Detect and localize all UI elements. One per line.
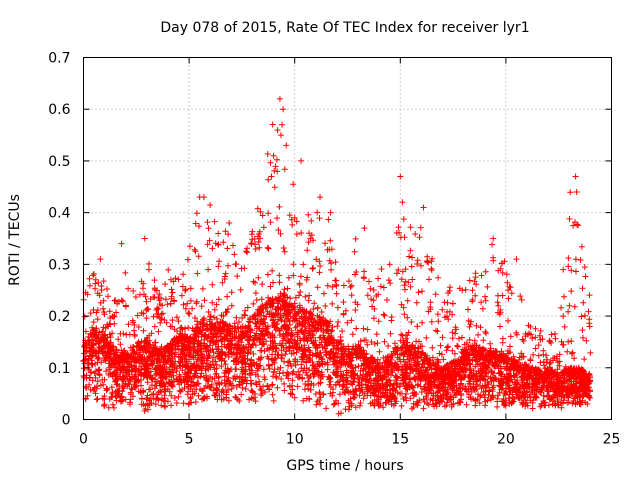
outlier-point bbox=[397, 173, 404, 180]
y-tick-label: 0 bbox=[62, 413, 71, 429]
outlier-point bbox=[277, 132, 284, 139]
outlier-point bbox=[270, 152, 277, 159]
y-tick-label: 0.7 bbox=[48, 51, 70, 67]
data-points bbox=[80, 95, 594, 417]
outlier-point bbox=[141, 235, 148, 242]
y-tick-label: 0.2 bbox=[48, 309, 70, 325]
grid-lines bbox=[83, 57, 612, 420]
outlier-point bbox=[97, 256, 104, 263]
y-tick-label: 0.4 bbox=[48, 206, 70, 222]
outlier-point bbox=[317, 194, 324, 201]
x-tick-labels: 0 5 10 15 20 25 bbox=[79, 432, 620, 448]
outlier-point bbox=[276, 95, 283, 102]
outlier-point bbox=[280, 106, 287, 113]
y-tick-label: 0.6 bbox=[48, 102, 70, 118]
outlier-point bbox=[200, 194, 207, 201]
outlier-point bbox=[268, 173, 275, 180]
outlier-point bbox=[572, 173, 579, 180]
y-axis-label: ROTI / TECUs bbox=[7, 194, 23, 286]
y-tick-label: 0.3 bbox=[48, 257, 70, 273]
x-tick-label: 25 bbox=[603, 432, 621, 448]
outlier-point bbox=[298, 157, 305, 164]
outlier-point bbox=[513, 256, 520, 263]
plot-frame bbox=[83, 57, 612, 420]
outlier-point bbox=[420, 204, 427, 211]
outlier-point bbox=[283, 142, 290, 149]
outlier-point bbox=[226, 219, 233, 226]
outlier-point bbox=[279, 121, 286, 128]
x-tick-label: 15 bbox=[391, 432, 409, 448]
x-tick-label: 10 bbox=[286, 432, 304, 448]
x-tick-label: 0 bbox=[79, 432, 88, 448]
outlier-point bbox=[386, 261, 393, 268]
outlier-point bbox=[291, 214, 298, 221]
y-tick-label: 0.5 bbox=[48, 154, 70, 170]
y-tick-labels: 0 0.1 0.2 0.3 0.4 0.5 0.6 0.7 bbox=[48, 51, 70, 429]
x-tick-label: 20 bbox=[497, 432, 515, 448]
y-tick-label: 0.1 bbox=[48, 361, 70, 377]
x-axis-label: GPS time / hours bbox=[286, 458, 403, 474]
outlier-point bbox=[573, 188, 580, 195]
scatter-points bbox=[80, 121, 594, 417]
x-tick-label: 5 bbox=[185, 432, 194, 448]
outlier-point bbox=[399, 199, 406, 206]
outlier-point bbox=[327, 209, 334, 216]
outlier-point bbox=[118, 240, 125, 247]
outlier-point bbox=[490, 235, 497, 242]
axis-ticks bbox=[83, 57, 612, 420]
outlier-point bbox=[361, 225, 368, 232]
chart-title: Day 078 of 2015, Rate Of TEC Index for r… bbox=[160, 20, 529, 36]
